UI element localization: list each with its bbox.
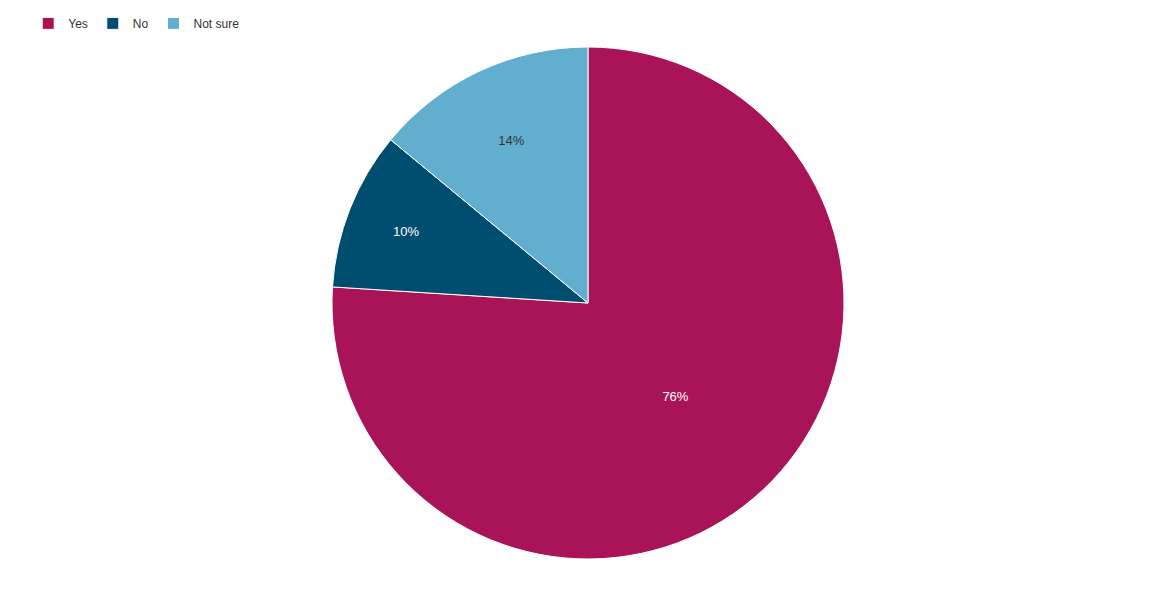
svg-text:14%: 14% — [498, 133, 524, 148]
svg-text:Not sure: Not sure — [193, 17, 239, 31]
svg-text:10%: 10% — [393, 224, 419, 239]
svg-text:No: No — [133, 17, 149, 31]
svg-text:76%: 76% — [662, 389, 688, 404]
svg-text:Yes: Yes — [68, 17, 88, 31]
